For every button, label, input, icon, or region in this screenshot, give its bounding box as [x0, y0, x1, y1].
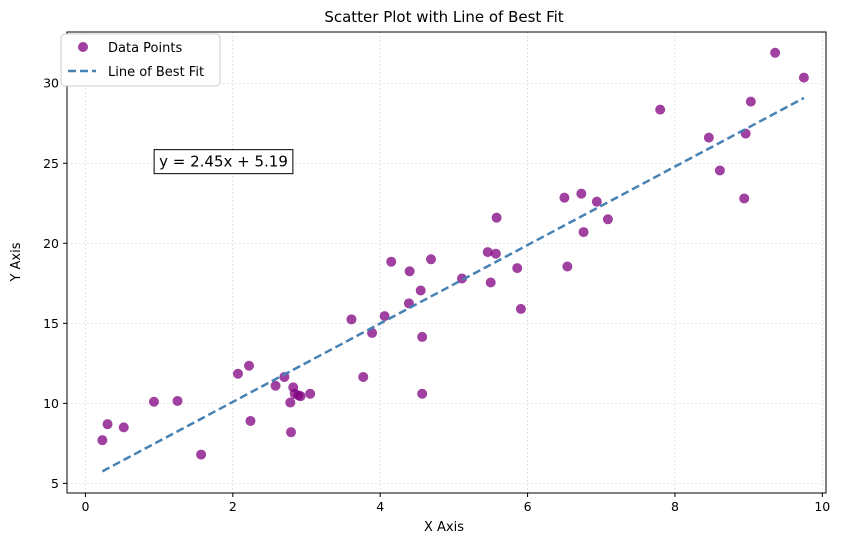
data-point — [578, 227, 589, 238]
data-point — [232, 368, 243, 379]
data-points — [97, 47, 809, 460]
data-point — [97, 435, 108, 446]
data-point — [482, 247, 493, 258]
y-tick-label: 15 — [43, 316, 59, 331]
data-point — [456, 273, 467, 284]
legend-label-best-fit: Line of Best Fit — [108, 65, 204, 80]
legend-box — [60, 33, 221, 87]
x-tick-label: 8 — [671, 499, 679, 514]
data-point — [515, 303, 526, 314]
legend-label-data-points: Data Points — [108, 41, 182, 56]
data-point — [714, 165, 725, 176]
data-point — [602, 214, 613, 225]
data-point — [417, 331, 428, 342]
equation-text: y = 2.45x + 5.19 — [159, 153, 288, 171]
x-tick-label: 2 — [229, 499, 237, 514]
data-point — [512, 263, 523, 274]
data-point — [118, 422, 129, 433]
data-point — [576, 188, 587, 199]
data-point — [148, 396, 159, 407]
equation-annotation: y = 2.45x + 5.19 — [153, 149, 294, 175]
x-axis-label: X Axis — [424, 520, 464, 535]
y-tick-label: 25 — [43, 156, 59, 171]
fit-line-layer — [101, 96, 805, 473]
data-point — [196, 449, 207, 460]
plot-frame — [66, 31, 827, 494]
equation-box — [153, 149, 294, 175]
data-point — [490, 248, 501, 259]
data-point — [295, 391, 306, 402]
data-point — [346, 314, 357, 325]
data-point — [285, 397, 296, 408]
y-axis-label: Y Axis — [9, 242, 24, 282]
data-point — [562, 261, 573, 272]
legend-scatter-marker — [78, 42, 88, 52]
data-point — [739, 193, 750, 204]
x-tick-label: 4 — [376, 499, 384, 514]
x-tick-label: 10 — [814, 499, 830, 514]
x-tick-label: 6 — [524, 499, 532, 514]
data-point — [270, 380, 281, 391]
y-tick-label: 20 — [43, 236, 59, 251]
data-point — [305, 388, 316, 399]
data-point — [485, 277, 496, 288]
axis-ticks: 0 2 4 6 8 10 5 10 15 20 25 30 — [43, 76, 830, 514]
data-point — [102, 419, 113, 430]
plot-area: 0 2 4 6 8 10 5 10 15 20 25 30 y = 2.45x + 5.19 Data… — [43, 31, 830, 514]
data-point — [591, 196, 602, 207]
chart-title: Scatter Plot with Line of Best Fit — [324, 8, 563, 26]
data-point — [426, 254, 437, 265]
data-point — [172, 395, 183, 406]
data-point — [559, 192, 570, 203]
data-point — [703, 132, 714, 143]
data-point — [286, 427, 297, 438]
y-tick-label: 10 — [43, 396, 59, 411]
grid — [67, 32, 826, 493]
y-tick-label: 5 — [51, 476, 59, 491]
data-point — [404, 266, 415, 277]
data-point — [770, 47, 781, 58]
data-point — [386, 256, 397, 267]
data-point — [244, 360, 255, 371]
data-point — [358, 371, 369, 382]
data-point — [655, 104, 666, 115]
x-tick-label: 0 — [81, 499, 89, 514]
data-point — [415, 285, 426, 296]
legend: Data Points Line of Best Fit — [60, 33, 221, 87]
data-point — [798, 72, 809, 83]
best-fit-line — [101, 96, 805, 473]
data-point — [379, 311, 390, 322]
data-point — [245, 415, 256, 426]
y-tick-label: 30 — [43, 76, 59, 91]
data-point — [491, 212, 502, 223]
data-point — [417, 388, 428, 399]
data-point — [745, 96, 756, 107]
